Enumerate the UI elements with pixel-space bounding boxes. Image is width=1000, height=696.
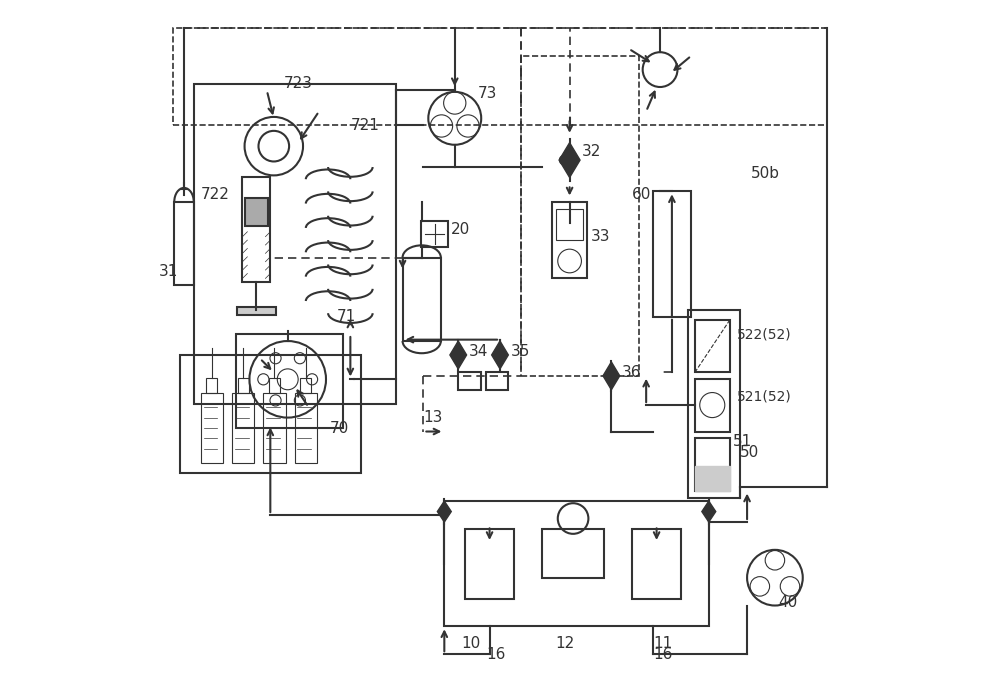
Text: 35: 35 bbox=[510, 344, 530, 359]
Text: 36: 36 bbox=[622, 365, 641, 380]
Text: 34: 34 bbox=[469, 344, 488, 359]
Text: 71: 71 bbox=[336, 309, 356, 324]
Text: 522(52): 522(52) bbox=[737, 327, 791, 341]
Bar bbox=[632, 529, 681, 599]
Bar bbox=[263, 393, 286, 463]
Polygon shape bbox=[492, 341, 508, 369]
Bar bbox=[237, 307, 276, 315]
Bar bbox=[403, 258, 441, 341]
Polygon shape bbox=[603, 362, 620, 390]
Text: 50: 50 bbox=[740, 445, 759, 460]
Text: 73: 73 bbox=[478, 86, 497, 102]
Text: 13: 13 bbox=[423, 410, 443, 425]
Bar bbox=[695, 438, 730, 491]
Text: 40: 40 bbox=[778, 594, 798, 610]
Text: 722: 722 bbox=[201, 187, 230, 203]
Text: 12: 12 bbox=[556, 636, 575, 651]
Bar bbox=[688, 310, 740, 498]
Bar bbox=[695, 320, 730, 372]
Bar bbox=[521, 56, 639, 376]
Text: 60: 60 bbox=[632, 187, 652, 203]
Bar bbox=[300, 378, 311, 393]
Bar bbox=[695, 379, 730, 432]
Bar bbox=[238, 378, 249, 393]
Text: 31: 31 bbox=[159, 264, 178, 279]
Bar bbox=[194, 84, 396, 404]
Bar bbox=[180, 355, 361, 473]
Text: 10: 10 bbox=[462, 636, 481, 651]
Bar bbox=[486, 372, 508, 390]
Bar bbox=[465, 529, 514, 599]
Bar bbox=[542, 529, 604, 578]
Text: 16: 16 bbox=[486, 647, 505, 662]
Polygon shape bbox=[559, 143, 580, 177]
Bar bbox=[173, 28, 827, 125]
Bar bbox=[201, 393, 223, 463]
Text: 721: 721 bbox=[350, 118, 379, 133]
Text: 16: 16 bbox=[653, 647, 672, 662]
Bar bbox=[242, 177, 270, 282]
Text: 70: 70 bbox=[329, 420, 349, 436]
Bar bbox=[444, 501, 709, 626]
Bar bbox=[295, 393, 317, 463]
Polygon shape bbox=[437, 501, 451, 522]
Bar bbox=[552, 202, 587, 278]
Bar bbox=[458, 372, 481, 390]
Text: 33: 33 bbox=[590, 229, 610, 244]
Bar bbox=[421, 221, 448, 247]
Polygon shape bbox=[702, 501, 716, 522]
Polygon shape bbox=[450, 341, 467, 369]
Bar bbox=[653, 191, 691, 317]
Text: 51: 51 bbox=[733, 434, 752, 450]
Text: 50b: 50b bbox=[751, 166, 780, 182]
Text: 521(52): 521(52) bbox=[737, 390, 791, 404]
Text: 32: 32 bbox=[582, 143, 602, 159]
Text: 11: 11 bbox=[653, 636, 672, 651]
Bar bbox=[245, 198, 268, 226]
Bar bbox=[206, 378, 217, 393]
Text: 20: 20 bbox=[451, 222, 471, 237]
Bar bbox=[232, 393, 254, 463]
Bar bbox=[269, 378, 280, 393]
Bar bbox=[236, 334, 343, 428]
Text: 723: 723 bbox=[284, 76, 313, 91]
Bar bbox=[174, 202, 194, 285]
Bar bbox=[556, 209, 583, 240]
Polygon shape bbox=[695, 466, 730, 491]
